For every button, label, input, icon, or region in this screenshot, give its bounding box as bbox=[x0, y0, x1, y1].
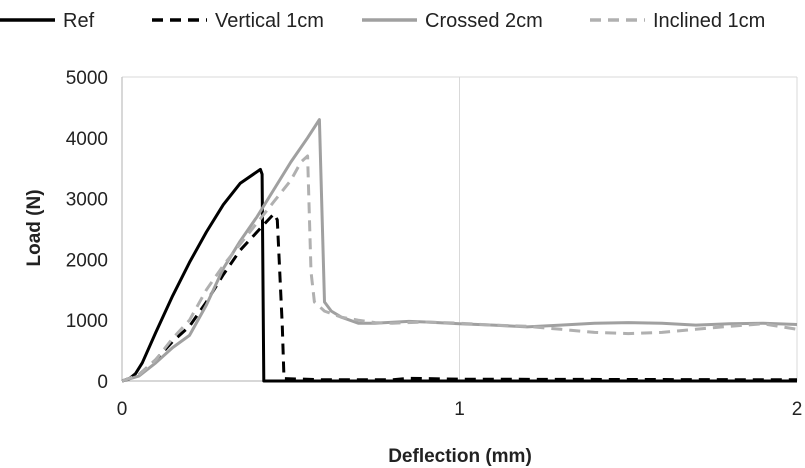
x-axis-title: Deflection (mm) bbox=[388, 446, 532, 467]
legend-label: Ref bbox=[63, 10, 95, 32]
y-axis-title: Load (N) bbox=[24, 189, 45, 266]
y-tick-label: 2000 bbox=[66, 250, 108, 271]
x-tick-label: 2 bbox=[792, 399, 803, 420]
legend-label: Inclined 1cm bbox=[653, 10, 765, 32]
tick-labels: 0 1000 2000 3000 4000 5000 0 1 2 bbox=[66, 68, 803, 420]
series-line-4 bbox=[121, 154, 798, 383]
legend-label: Crossed 2cm bbox=[425, 10, 543, 32]
series-lines bbox=[121, 118, 798, 383]
y-tick-label: 3000 bbox=[66, 190, 108, 211]
gridlines bbox=[122, 76, 798, 381]
y-tick-label: 4000 bbox=[66, 129, 108, 150]
x-tick-label: 0 bbox=[117, 399, 128, 420]
series-line-1 bbox=[121, 167, 797, 383]
x-tick-label: 1 bbox=[454, 399, 465, 420]
y-tick-label: 0 bbox=[97, 372, 108, 393]
legend-label: Vertical 1cm bbox=[215, 10, 324, 32]
legend: Ref Vertical 1cm Crossed 2cm Inclined 1cm bbox=[0, 10, 765, 32]
y-tick-label: 1000 bbox=[66, 311, 108, 332]
y-tick-label: 5000 bbox=[66, 68, 108, 89]
